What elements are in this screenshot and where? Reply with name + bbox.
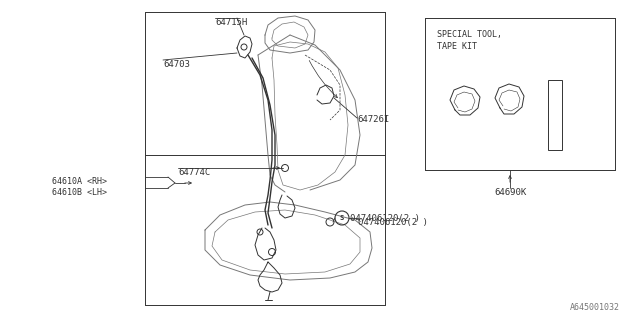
Text: S: S [340,215,344,221]
Text: 64690K: 64690K [494,188,526,197]
Text: TAPE KIT: TAPE KIT [437,42,477,51]
Text: 64610A <RH>: 64610A <RH> [52,177,107,186]
Text: 64610B <LH>: 64610B <LH> [52,188,107,197]
Text: 64703: 64703 [163,60,190,69]
Text: 64774C: 64774C [178,168,211,177]
Text: A645001032: A645001032 [570,303,620,312]
Text: 64726I: 64726I [357,115,389,124]
Text: 047406120(2 ): 047406120(2 ) [350,213,420,222]
Text: 047406120(2 ): 047406120(2 ) [358,218,428,227]
Bar [548,80,562,150]
Text: SPECIAL TOOL,: SPECIAL TOOL, [437,30,502,39]
Text: 64715H: 64715H [215,18,247,27]
